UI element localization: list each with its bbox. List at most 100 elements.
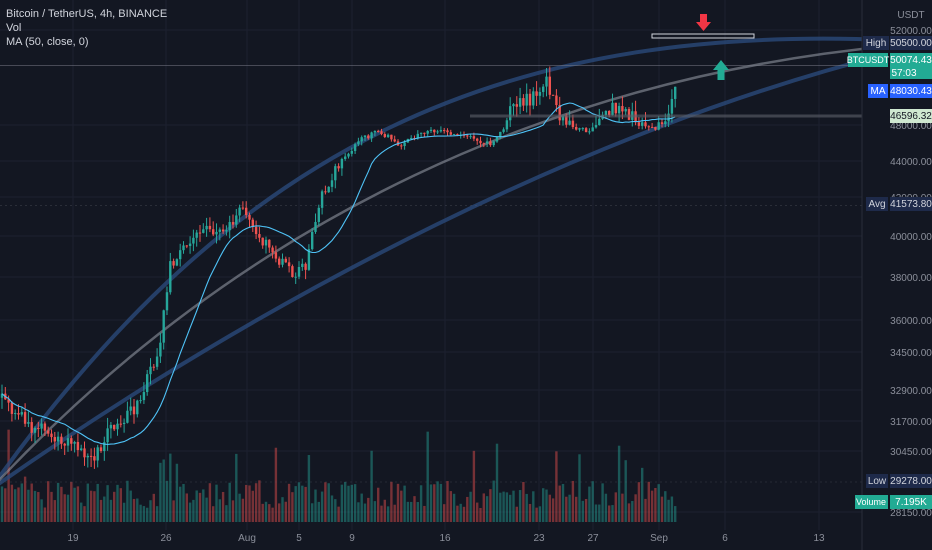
candle-body (575, 127, 578, 130)
candle-body (581, 128, 584, 130)
ma-badge-value: 48030.43 (890, 86, 932, 97)
candle-body (23, 412, 27, 424)
candle-body (251, 219, 254, 227)
volume-bar (152, 493, 155, 522)
volume-bar (53, 500, 56, 522)
volume-bar (594, 504, 598, 522)
volume-bar (377, 487, 380, 522)
candle-body (14, 413, 17, 415)
volume-bar (476, 502, 479, 522)
volume-bar (238, 493, 241, 522)
volume-bar (367, 497, 370, 522)
time-axis-ticks[interactable]: 19 26 Aug 5 9 16 23 27 Sep 6 13 (67, 533, 825, 544)
candle-body (287, 262, 291, 267)
candle-body (284, 258, 287, 263)
low-badge-label: Low (868, 476, 887, 487)
volume-bar (258, 480, 261, 522)
candle-body (439, 130, 443, 132)
candle-body (624, 109, 627, 112)
volume-bar (304, 486, 307, 522)
candle-body (403, 142, 406, 147)
volume-bar (393, 504, 396, 522)
volume-bar (518, 490, 522, 522)
volume-bar (33, 490, 37, 522)
volume-bar (215, 484, 218, 522)
volume-bar (212, 506, 215, 522)
candle-body (113, 424, 116, 430)
volume-bar (188, 502, 192, 522)
ma-badge: MA 48030.43 (868, 84, 932, 98)
ma-indicator-label[interactable]: MA (50, close, 0) (6, 36, 89, 48)
volume-bar (80, 502, 83, 522)
volume-bar (37, 492, 40, 522)
volume-bar (334, 499, 337, 522)
candle-body (591, 127, 594, 132)
candle-body (433, 129, 436, 133)
volume-bar (485, 496, 489, 522)
price-tick-label: 36000.00 (890, 316, 932, 327)
candle-body (644, 122, 647, 127)
candle-body (466, 135, 469, 137)
candle-body (47, 430, 50, 434)
candle-body (99, 447, 103, 452)
volume-bar (89, 490, 93, 522)
candle-body (208, 225, 212, 230)
volume-bar (634, 494, 637, 522)
volume-bar (116, 484, 119, 522)
volume-bar (380, 505, 383, 522)
volume-bar (462, 506, 466, 522)
candle-body (476, 138, 479, 141)
volume-bar (40, 499, 43, 522)
candle-body (241, 207, 245, 209)
vol-indicator-label[interactable]: Vol (6, 22, 22, 34)
volume-bar (347, 485, 350, 522)
candle-body (485, 141, 489, 144)
candle-body (558, 105, 561, 121)
candle-body (33, 427, 37, 433)
candle-body (162, 310, 165, 343)
candle-body (330, 180, 334, 187)
candle-body (152, 366, 155, 368)
volume-bar (10, 484, 14, 522)
volume-bar (99, 499, 103, 522)
avg-badge-label: Avg (868, 199, 885, 210)
candle-body (106, 428, 109, 443)
arrow-down-icon (696, 14, 711, 31)
volume-bar (426, 431, 429, 522)
volume-bar (136, 498, 139, 522)
candle-body (641, 122, 644, 126)
low-badge: Low 29278.00 (866, 474, 932, 488)
candle-body (535, 91, 538, 96)
symbol-title[interactable]: Bitcoin / TetherUS, 4h, BINANCE (6, 8, 168, 20)
volume-bar (360, 493, 363, 522)
volume-bar (327, 483, 330, 522)
volume-bar (400, 490, 403, 522)
candle-body (416, 133, 419, 139)
candle-body (320, 191, 324, 208)
volume-bar (505, 492, 509, 522)
volume-bar (297, 482, 301, 522)
candle-body (571, 120, 575, 128)
volume-bar (492, 480, 495, 522)
candle-body (495, 136, 499, 142)
volume-bar (43, 507, 47, 522)
candle-body (327, 186, 330, 193)
candle-body (96, 447, 99, 461)
volume-bar (320, 491, 324, 522)
price-tick-label: 31700.00 (890, 417, 932, 428)
volume-bar (373, 501, 377, 522)
volume-bar (588, 486, 591, 522)
volume-bar (664, 491, 667, 522)
volume-bar (522, 481, 525, 522)
volume-bar (439, 483, 443, 522)
volume-bar (106, 485, 109, 522)
candle-body (218, 229, 221, 232)
candle-body (314, 221, 317, 232)
candle-body (155, 356, 159, 367)
ma-badge-label: MA (871, 86, 886, 97)
candle-body (43, 423, 47, 431)
volume-bar (86, 483, 89, 522)
volume-bar (637, 482, 641, 522)
candle-body (225, 230, 228, 232)
